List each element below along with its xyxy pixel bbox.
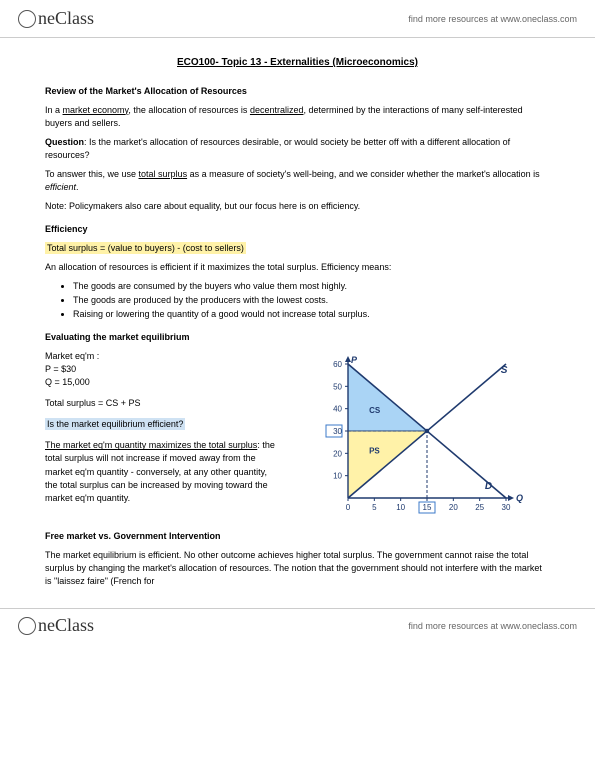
- p2-efficient: efficient: [45, 182, 76, 192]
- page-title: ECO100- Topic 13 - Externalities (Microe…: [45, 56, 550, 71]
- supply-demand-chart: 10 20 30 40 50 60 0 5 10 15 20 25 30 P Q S D CS PS: [314, 350, 524, 520]
- svg-text:D: D: [484, 481, 491, 492]
- section-heading-2: Efficiency: [45, 223, 550, 236]
- efficiency-intro: An allocation of resources is efficient …: [45, 261, 550, 274]
- section-heading-3: Evaluating the market equilibrium: [45, 331, 550, 344]
- para-free-market: The market equilibrium is efficient. No …: [45, 549, 550, 588]
- eqm-underlined: The market eq'm quantity maximizes the t…: [45, 440, 257, 450]
- section-heading-4: Free market vs. Government Intervention: [45, 530, 550, 543]
- svg-text:30: 30: [501, 503, 510, 512]
- svg-text:5: 5: [372, 503, 377, 512]
- eqm-l4: Total surplus = CS + PS: [45, 397, 275, 410]
- svg-text:60: 60: [333, 360, 342, 369]
- svg-text:PS: PS: [369, 447, 380, 456]
- svg-text:0: 0: [345, 503, 350, 512]
- svg-text:CS: CS: [369, 406, 381, 415]
- p1-decentralized: decentralized: [250, 105, 304, 115]
- bullet-2: The goods are produced by the producers …: [73, 294, 550, 307]
- footer-logo: neClass: [18, 615, 94, 636]
- header: neClass find more resources at www.onecl…: [0, 0, 595, 38]
- p1-market-economy: market economy: [63, 105, 129, 115]
- section-heading-1: Review of the Market's Allocation of Res…: [45, 85, 550, 98]
- p1a: In a: [45, 105, 63, 115]
- svg-text:25: 25: [475, 503, 484, 512]
- p2a: To answer this, we use: [45, 169, 139, 179]
- footer-logo-text: neClass: [38, 615, 94, 636]
- svg-text:20: 20: [448, 503, 457, 512]
- eqm-l2: P = $30: [45, 363, 275, 376]
- eqm-question: Is the market equilibrium efficient?: [45, 418, 185, 430]
- question-text: : Is the market's allocation of resource…: [45, 137, 510, 160]
- svg-text:10: 10: [396, 503, 405, 512]
- svg-text:S: S: [500, 365, 507, 376]
- efficiency-bullets: The goods are consumed by the buyers who…: [45, 280, 550, 321]
- para-answer: To answer this, we use total surplus as …: [45, 168, 550, 194]
- header-tagline: find more resources at www.oneclass.com: [408, 14, 577, 24]
- logo-circle-icon: [18, 10, 36, 28]
- chart-container: 10 20 30 40 50 60 0 5 10 15 20 25 30 P Q S D CS PS: [287, 350, 550, 520]
- para-question: Question: Is the market's allocation of …: [45, 136, 550, 162]
- eqm-l1: Market eq'm :: [45, 350, 275, 363]
- surplus-formula: Total surplus = (value to buyers) - (cos…: [45, 242, 246, 254]
- footer: neClass find more resources at www.onecl…: [0, 608, 595, 642]
- p1b: , the allocation of resources is: [128, 105, 250, 115]
- svg-text:40: 40: [333, 405, 342, 414]
- svg-text:15: 15: [422, 503, 431, 512]
- logo-text: neClass: [38, 8, 94, 29]
- svg-text:30: 30: [333, 427, 342, 436]
- bullet-1: The goods are consumed by the buyers who…: [73, 280, 550, 293]
- formula-row: Total surplus = (value to buyers) - (cos…: [45, 242, 550, 255]
- bullet-3: Raising or lowering the quantity of a go…: [73, 308, 550, 321]
- svg-text:Q: Q: [516, 493, 523, 503]
- logo: neClass: [18, 8, 94, 29]
- eqm-conclusion: The market eq'm quantity maximizes the t…: [45, 439, 275, 504]
- eqm-l3: Q = 15,000: [45, 376, 275, 389]
- para-intro: In a market economy, the allocation of r…: [45, 104, 550, 130]
- p2b: as a measure of society's well-being, an…: [187, 169, 540, 179]
- p2-total-surplus: total surplus: [139, 169, 188, 179]
- svg-text:20: 20: [333, 450, 342, 459]
- question-label: Question: [45, 137, 84, 147]
- footer-logo-circle-icon: [18, 617, 36, 635]
- p2c: .: [76, 182, 79, 192]
- svg-text:50: 50: [333, 383, 342, 392]
- svg-text:10: 10: [333, 472, 342, 481]
- para-note: Note: Policymakers also care about equal…: [45, 200, 550, 213]
- equilibrium-text: Market eq'm : P = $30 Q = 15,000 Total s…: [45, 350, 275, 504]
- eqm-q-row: Is the market equilibrium efficient?: [45, 418, 275, 431]
- equilibrium-row: Market eq'm : P = $30 Q = 15,000 Total s…: [45, 350, 550, 520]
- svg-text:P: P: [351, 355, 358, 365]
- document-body: ECO100- Topic 13 - Externalities (Microe…: [0, 38, 595, 608]
- footer-tagline: find more resources at www.oneclass.com: [408, 621, 577, 631]
